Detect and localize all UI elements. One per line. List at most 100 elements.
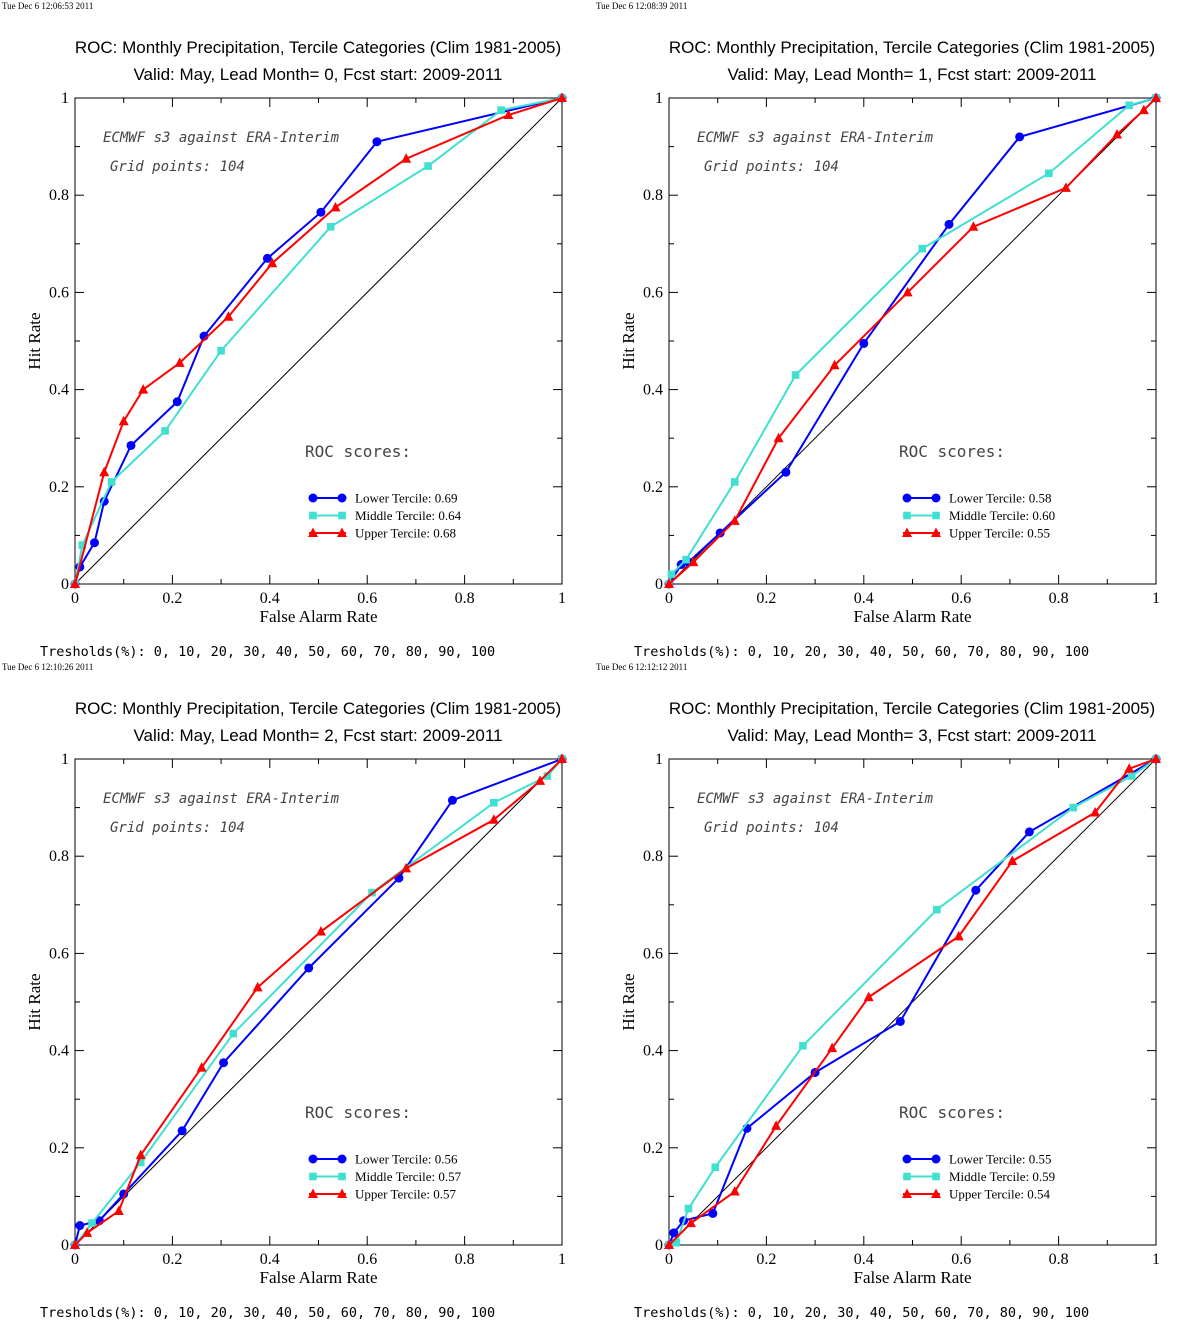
data-point-upper [1090,806,1101,817]
data-point-upper [99,466,110,477]
data-point-middle [490,798,498,807]
thresholds-text: Tresholds(%): 0, 10, 20, 30, 40, 50, 60,… [634,1305,1089,1321]
x-tick-label: 1 [1152,590,1160,607]
chart-subtitle: Valid: May, Lead Month= 3, Fcst start: 2… [727,726,1096,745]
data-point-lower [89,538,99,548]
data-point-upper [1112,128,1123,139]
legend-marker-upper [931,1188,941,1198]
x-tick-label: 0 [665,1251,673,1268]
legend-marker-lower [902,1154,912,1164]
x-tick-label: 0.8 [455,1251,475,1268]
annotation-grid-points: Grid points: 104 [704,820,839,836]
y-tick-label: 0.4 [643,382,663,399]
data-point-lower [304,963,314,973]
x-tick-label: 0.6 [357,590,377,607]
y-axis-label: Hit Rate [25,312,44,369]
y-tick-label: 0.2 [49,1140,69,1157]
legend-marker-middle [338,511,346,520]
data-point-upper [401,153,412,163]
x-tick-label: 0.2 [162,1251,182,1268]
data-point-middle [684,1204,693,1213]
x-tick-label: 1 [558,590,566,607]
chart-title: ROC: Monthly Precipitation, Tercile Cate… [669,38,1155,57]
y-tick-label: 0.8 [49,187,69,204]
data-point-middle [107,478,116,486]
roc-scores-heading: ROC scores: [899,1103,1005,1122]
data-point-upper [174,357,185,367]
data-point-upper [1007,855,1018,866]
annotation-grid-points: Grid points: 104 [110,159,245,175]
legend-marker-lower [308,493,318,503]
x-tick-label: 0.8 [1049,1251,1069,1268]
legend-marker-lower [337,1154,347,1164]
data-point-upper [1151,92,1161,102]
y-tick-label: 0.8 [49,848,69,865]
data-point-lower [715,528,725,538]
roc-scores-heading: ROC scores: [305,1103,411,1122]
series-upper [70,92,567,588]
data-point-upper [827,1042,838,1053]
y-tick-label: 0.8 [643,187,663,204]
y-tick-label: 0 [61,576,69,593]
data-point-lower [944,219,954,229]
data-point-middle [543,772,552,780]
y-axis-label: Hit Rate [619,312,638,369]
data-point-upper [953,930,964,941]
y-tick-label: 0 [61,1237,69,1254]
data-point-middle [217,346,225,355]
legend-label-middle: Middle Tercile: 0.64 [355,508,462,523]
data-point-middle [711,1163,720,1172]
thresholds-text: Tresholds(%): 0, 10, 20, 30, 40, 50, 60,… [40,1305,495,1321]
y-tick-label: 0.6 [643,284,663,301]
data-point-upper [135,1149,146,1160]
legend-marker-upper [931,527,941,537]
legend-marker-lower [308,1154,318,1164]
roc-scores-heading: ROC scores: [899,442,1005,461]
series-upper [664,753,1161,1249]
timestamp: Tue Dec 6 12:12:12 2011 [596,662,687,672]
x-tick-label: 0 [71,1251,79,1268]
legend-marker-middle [932,511,940,520]
annotation-model: ECMWF s3 against ERA-Interim [103,791,340,807]
data-point-upper [1151,753,1161,763]
y-tick-label: 0.6 [49,945,69,962]
no-skill-diagonal [74,758,563,1246]
series-upper [70,753,567,1249]
data-point-upper [1138,104,1149,115]
roc-panel-lead-1: Tue Dec 6 12:08:39 2011 ROC: Monthly Prec… [594,0,1187,661]
data-point-lower [316,207,326,217]
data-point-upper [771,1120,782,1130]
x-axis-label: False Alarm Rate [259,607,377,626]
annotation-grid-points: Grid points: 104 [704,159,839,175]
legend-marker-lower [931,493,941,503]
legend-label-middle: Middle Tercile: 0.57 [355,1169,462,1184]
chart-subtitle: Valid: May, Lead Month= 1, Fcst start: 2… [727,65,1096,84]
legend-label-middle: Middle Tercile: 0.59 [949,1169,1055,1184]
data-point-upper [118,415,129,426]
data-point-middle [1069,803,1078,812]
legend-marker-middle [903,1172,911,1181]
legend-marker-upper [337,1188,347,1198]
data-point-upper [503,109,514,120]
data-point-lower [781,467,791,477]
legend-label-upper: Upper Tercile: 0.55 [949,526,1050,541]
annotation-model: ECMWF s3 against ERA-Interim [103,130,340,146]
x-tick-label: 0 [71,590,79,607]
data-point-upper [401,862,412,873]
legend-marker-upper [902,1188,912,1198]
legend-marker-upper [308,527,318,537]
data-point-upper [557,92,567,102]
data-point-upper [252,981,263,992]
data-point-middle [1045,169,1053,178]
data-point-upper [223,311,234,321]
x-tick-label: 0.2 [162,590,182,607]
data-point-middle [136,1158,145,1167]
x-tick-label: 0.6 [357,1251,377,1268]
y-tick-label: 0.8 [643,848,663,865]
data-point-lower [172,397,182,407]
legend-marker-lower [931,1154,941,1164]
data-point-lower [669,1228,679,1238]
roc-panel-lead-2: Tue Dec 6 12:10:26 2011 ROC: Monthly Prec… [0,661,593,1322]
y-tick-label: 0.4 [643,1043,663,1060]
data-point-upper [664,578,674,588]
